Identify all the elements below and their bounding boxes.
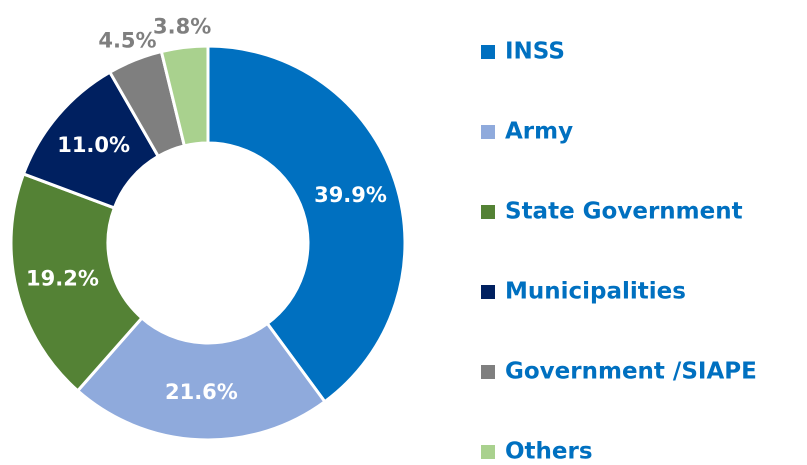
legend-label: State Government (505, 199, 743, 225)
data-label: 19.2% (26, 266, 99, 290)
donut-slice (206, 44, 407, 404)
legend-marker (481, 125, 495, 139)
legend-label: INSS (505, 39, 565, 65)
data-label: 11.0% (57, 133, 130, 157)
data-label: 39.9% (314, 183, 387, 207)
donut-slice (75, 315, 327, 442)
donut-slice (159, 44, 210, 148)
data-label: 4.5% (98, 28, 156, 52)
legend-label: Army (505, 119, 573, 145)
data-label: 3.8% (153, 15, 211, 39)
legend-marker (481, 365, 495, 379)
donut-slice (9, 172, 144, 393)
legend-label: Others (505, 439, 593, 465)
legend-label: Government /SIAPE (505, 359, 757, 385)
legend-label: Municipalities (505, 279, 686, 305)
legend-marker (481, 205, 495, 219)
data-label: 21.6% (165, 380, 238, 404)
legend-marker (481, 45, 495, 59)
legend-marker (481, 285, 495, 299)
legend-marker (481, 445, 495, 459)
